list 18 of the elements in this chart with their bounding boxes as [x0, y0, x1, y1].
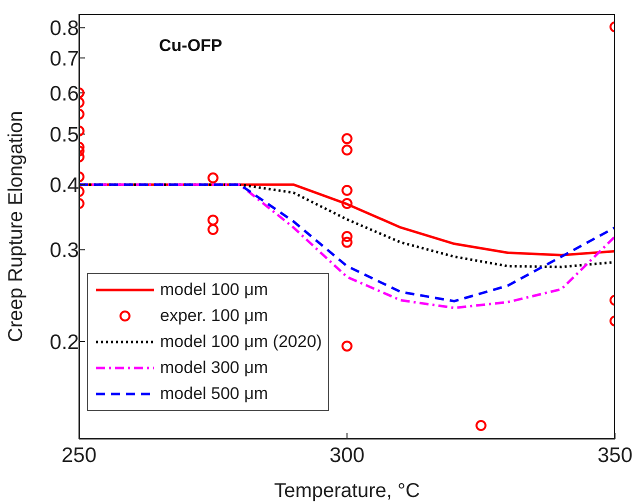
y-axis-title: Creep Rupture Elongation	[5, 110, 27, 342]
x-tick-label: 350	[597, 444, 633, 467]
y-tick-label: 0.4	[50, 174, 80, 198]
y-tick-label: 0.7	[50, 47, 79, 70]
legend-label: model 300 μm	[160, 358, 268, 378]
y-tick-label: 0.8	[50, 17, 79, 40]
x-axis-title: Temperature, °C	[274, 480, 420, 502]
text: Cu-OFP	[159, 36, 222, 56]
y-tick-label: 0.3	[50, 239, 79, 262]
y-tick-label: 0.6	[50, 82, 79, 106]
legend-label: model 100 μm (2020)	[160, 332, 322, 352]
legend-label: model 500 μm	[160, 384, 268, 404]
y-tick-label: 0.5	[50, 124, 79, 147]
legend-label: model 100 μm	[160, 280, 268, 300]
y-tick-label: 0.2	[50, 330, 79, 354]
x-tick-label: 250	[61, 444, 97, 467]
legend-label: exper. 100 μm	[160, 306, 268, 326]
x-tick-label: 300	[329, 444, 365, 467]
